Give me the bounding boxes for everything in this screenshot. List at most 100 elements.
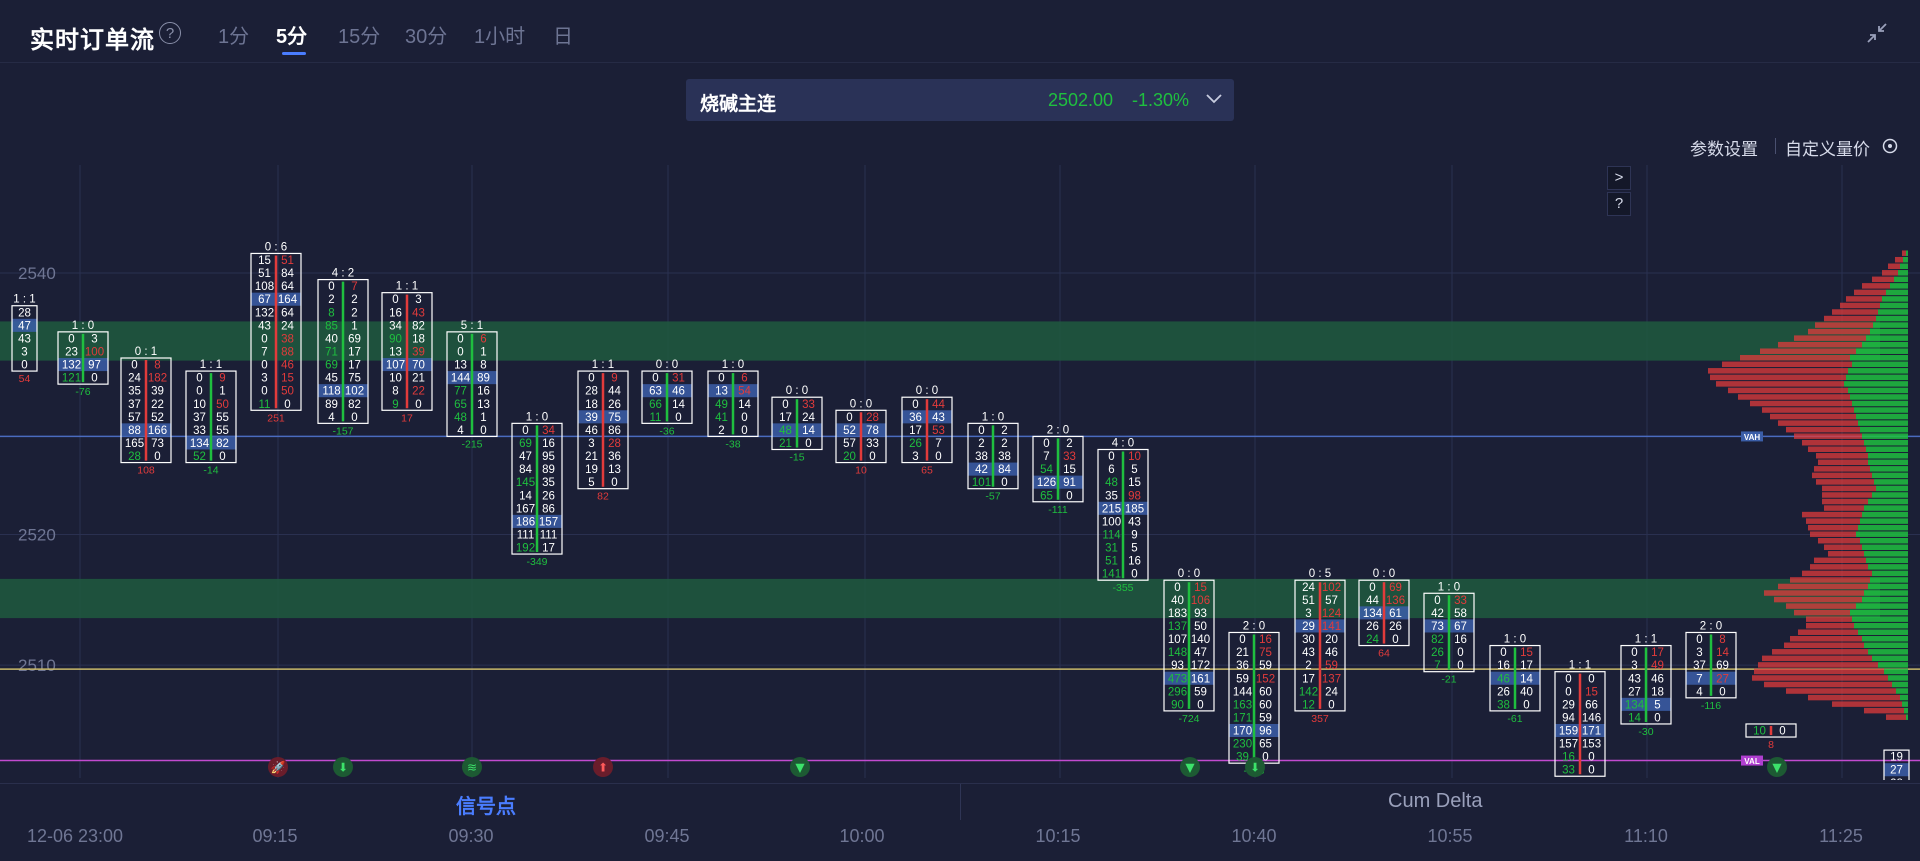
bid-volume: 0 bbox=[1369, 582, 1375, 594]
tab-5min[interactable]: 5分 bbox=[276, 26, 308, 48]
ask-volume: 59 bbox=[1259, 660, 1272, 672]
tab-cum-delta[interactable]: Cum Delta bbox=[1388, 790, 1483, 812]
candle-box bbox=[1032, 435, 1084, 503]
ask-volume: 161 bbox=[1191, 673, 1210, 685]
profile-buy-bar bbox=[1868, 564, 1908, 570]
bid-volume: 0 bbox=[718, 373, 724, 385]
bid-volume: 121 bbox=[62, 373, 81, 385]
bid-volume: 167 bbox=[516, 503, 535, 515]
ask-volume: 89 bbox=[542, 464, 555, 476]
chart-help-button[interactable]: ? bbox=[1607, 192, 1631, 216]
time-label: 10:40 bbox=[1231, 826, 1277, 846]
bid-volume: 89 bbox=[325, 399, 338, 411]
tab-1hour[interactable]: 1小时 bbox=[474, 26, 526, 48]
tab-signal-points[interactable]: 信号点 bbox=[456, 796, 516, 818]
ask-volume: 1 bbox=[480, 347, 486, 359]
ask-volume: 0 bbox=[1392, 634, 1398, 646]
bid-volume: 48 bbox=[779, 425, 792, 437]
chevron-down-icon[interactable] bbox=[1204, 91, 1224, 107]
bid-volume: 90 bbox=[1171, 699, 1184, 711]
candle-delta: 64 bbox=[1378, 648, 1390, 660]
time-label: 09:45 bbox=[644, 826, 690, 846]
profile-buy-bar bbox=[1846, 374, 1908, 381]
tab-15min[interactable]: 15分 bbox=[338, 26, 381, 48]
profile-buy-bar bbox=[1882, 296, 1908, 302]
candle-delta: 108 bbox=[137, 465, 155, 477]
bid-volume: 0 bbox=[522, 425, 528, 437]
bid-volume: 88 bbox=[128, 425, 141, 437]
profile-sell-bar bbox=[1778, 583, 1868, 590]
ask-volume: 86 bbox=[608, 425, 621, 437]
profile-sell-bar bbox=[1824, 505, 1864, 511]
bid-volume: 63 bbox=[649, 386, 662, 398]
bid-volume: 126 bbox=[1037, 477, 1056, 489]
down-arrow-signal-icon-glyph: ⬇ bbox=[1250, 761, 1260, 775]
profile-sell-bar bbox=[1722, 361, 1852, 368]
time-label: 09:30 bbox=[448, 826, 494, 846]
ask-volume: 61 bbox=[1389, 608, 1402, 620]
candle-poc-highlight bbox=[1884, 763, 1909, 777]
bid-volume: 0 bbox=[652, 373, 658, 385]
profile-sell-bar bbox=[1786, 603, 1856, 609]
candle-header: 0 : 0 bbox=[786, 385, 808, 397]
candle-box bbox=[577, 370, 629, 490]
instrument-selector[interactable]: 烧碱主连 2502.00 -1.30% bbox=[686, 79, 1234, 121]
parameter-settings-link[interactable]: 参数设置 bbox=[1690, 140, 1758, 159]
expand-panel-button[interactable]: > bbox=[1607, 166, 1631, 190]
candle-header: 1 : 0 bbox=[72, 320, 94, 332]
candle-header: 0 : 0 bbox=[1178, 568, 1200, 580]
ask-volume: 5 bbox=[1131, 543, 1137, 555]
bid-volume: 144 bbox=[451, 373, 471, 385]
bid-volume: 183 bbox=[1168, 608, 1187, 620]
rocket-signal-icon bbox=[268, 757, 288, 777]
ask-volume: 86 bbox=[542, 503, 555, 515]
bid-volume: 0 bbox=[978, 425, 984, 437]
down-arrow-signal-icon bbox=[1245, 757, 1265, 777]
profile-buy-bar bbox=[1850, 609, 1908, 616]
ask-volume: 0 bbox=[1066, 490, 1072, 502]
ask-volume: 2 bbox=[351, 307, 357, 319]
profile-buy-bar bbox=[1872, 472, 1908, 479]
bid-volume: 39 bbox=[1236, 752, 1249, 764]
bid-volume: 230 bbox=[1233, 739, 1252, 751]
bid-volume: 11 bbox=[650, 412, 662, 424]
bid-volume: 0 bbox=[1043, 438, 1049, 450]
ask-volume: 39 bbox=[151, 386, 164, 398]
profile-sell-bar bbox=[1832, 701, 1902, 707]
ask-volume: 9 bbox=[1131, 529, 1137, 541]
profile-buy-bar bbox=[1892, 681, 1908, 688]
profile-buy-bar bbox=[1856, 413, 1908, 420]
target-circle-icon[interactable] bbox=[1882, 138, 1898, 154]
profile-buy-bar bbox=[1864, 590, 1908, 596]
candle-box bbox=[641, 370, 693, 424]
ask-volume: 22 bbox=[151, 399, 164, 411]
ask-volume: 15 bbox=[1063, 464, 1076, 476]
ask-volume: 171 bbox=[1582, 726, 1601, 738]
question-circle-icon[interactable]: ? bbox=[159, 22, 181, 44]
ask-volume: 0 bbox=[154, 451, 160, 463]
bid-volume: 42 bbox=[1431, 608, 1444, 620]
profile-sell-bar bbox=[1902, 250, 1906, 256]
bid-volume: 46 bbox=[585, 425, 598, 437]
profile-sell-bar bbox=[1754, 668, 1884, 675]
profile-sell-bar bbox=[1758, 662, 1878, 668]
custom-volume-price-link[interactable]: 自定义量价 bbox=[1785, 140, 1870, 159]
candle-delta: 79 bbox=[1574, 778, 1586, 780]
candle-header: 5 : 1 bbox=[461, 320, 483, 332]
ask-volume: 39 bbox=[412, 347, 425, 359]
bid-volume: 51 bbox=[258, 268, 271, 280]
volume-value: 47 bbox=[18, 320, 31, 332]
collapse-arrows-icon[interactable] bbox=[1866, 22, 1888, 44]
profile-buy-bar bbox=[1856, 603, 1908, 609]
ask-volume: 9 bbox=[219, 373, 225, 385]
ask-volume: 17 bbox=[348, 360, 361, 372]
bid-volume: 473 bbox=[1168, 673, 1187, 685]
profile-sell-bar bbox=[1752, 675, 1888, 681]
bid-volume: 7 bbox=[261, 347, 267, 359]
ask-volume: 73 bbox=[151, 438, 164, 450]
tab-day[interactable]: 日 bbox=[553, 26, 573, 48]
tab-30min[interactable]: 30分 bbox=[405, 26, 448, 48]
profile-buy-bar bbox=[1900, 263, 1908, 270]
tab-1min[interactable]: 1分 bbox=[218, 26, 250, 48]
